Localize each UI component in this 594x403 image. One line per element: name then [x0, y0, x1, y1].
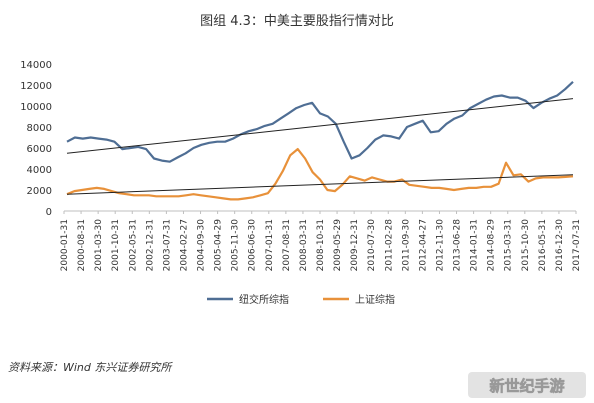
x-tick-label: 2012-04-27 [418, 219, 428, 271]
x-tick-label: 2016-05-31 [538, 219, 548, 271]
series-line-1 [66, 80, 574, 163]
trend-line-1 [66, 98, 574, 154]
x-tick-label: 2011-02-28 [384, 219, 394, 272]
y-tick-label: 12000 [20, 81, 52, 92]
x-tick-label: 2010-07-30 [367, 219, 377, 272]
x-tick-label: 2009-12-31 [350, 219, 360, 271]
x-tick-label: 2014-01-31 [470, 219, 480, 271]
x-tick-label: 2017-07-31 [572, 219, 582, 271]
watermark: 新世纪手游 [468, 372, 586, 398]
x-tick-label: 2015-03-31 [504, 219, 514, 271]
x-tick-label: 2007-01-31 [265, 219, 275, 271]
legend-label-1: 纽交所综指 [239, 293, 289, 306]
x-tick-label: 2014-08-29 [487, 219, 497, 272]
y-tick-label: 14000 [20, 60, 52, 71]
x-tick-label: 2013-06-28 [453, 219, 463, 272]
x-tick-label: 2008-10-31 [316, 219, 326, 271]
x-tick-label: 2000-08-31 [77, 219, 87, 271]
x-tick-label: 2015-10-30 [521, 219, 531, 272]
x-tick-label: 2004-09-30 [197, 219, 207, 272]
watermark-text: 新世纪手游 [489, 377, 564, 395]
x-tick-label: 2012-11-30 [435, 219, 445, 272]
watermark-backdrop [468, 372, 586, 398]
x-tick-label: 2009-05-29 [333, 219, 343, 272]
legend-label-2: 上证综指 [355, 293, 395, 306]
plot-area: 0 2000 4000 6000 8000 10000 12000 14000 2000-01-… [20, 60, 582, 271]
series-line-2 [66, 148, 574, 201]
x-tick-label: 2005-04-29 [214, 219, 224, 272]
source-note: 资料来源：Wind 东兴证券研究所 [8, 361, 173, 374]
x-tick-label: 2011-09-30 [401, 219, 411, 272]
y-tick-label: 10000 [20, 102, 52, 113]
chart-title: 图组 4.3：中美主要股指行情对比 [200, 14, 394, 29]
y-tick-label: 8000 [27, 123, 52, 134]
x-tick-label: 2016-12-30 [555, 219, 565, 272]
x-tick-label: 2007-08-31 [282, 219, 292, 271]
x-tick-label: 2002-05-31 [128, 219, 138, 271]
y-tick-label: 2000 [27, 186, 52, 197]
x-tick-label: 2000-01-31 [60, 219, 70, 271]
trend-line-2 [66, 174, 574, 195]
x-tick-label: 2002-12-31 [145, 219, 155, 271]
x-tick-label: 2003-07-31 [162, 219, 172, 271]
y-tick-label: 0 [46, 207, 52, 218]
legend: 纽交所综指 上证综指 [207, 293, 395, 306]
y-tick-label: 4000 [27, 165, 52, 176]
x-tick-label: 2008-03-31 [299, 219, 309, 271]
y-tick-label: 6000 [27, 144, 52, 155]
x-tick-label: 2001-10-31 [111, 219, 121, 271]
x-tick-label: 2001-03-30 [94, 219, 104, 272]
x-tick-label: 2006-06-30 [248, 219, 258, 272]
x-tick-label: 2004-02-27 [179, 219, 189, 271]
x-tick-label: 2005-11-30 [231, 219, 241, 272]
